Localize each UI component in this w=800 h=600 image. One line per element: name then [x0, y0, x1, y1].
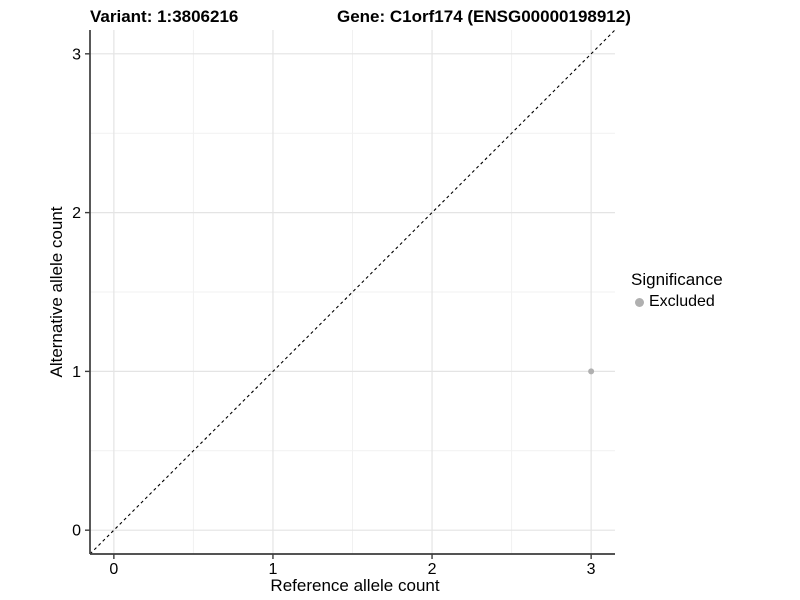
- x-axis-title: Reference allele count: [270, 576, 440, 595]
- legend-title: Significance: [631, 270, 723, 289]
- x-tick-label: 1: [269, 561, 278, 578]
- y-tick-label: 1: [72, 364, 81, 381]
- y-tick-label: 2: [72, 205, 81, 222]
- x-tick-label: 3: [587, 561, 596, 578]
- legend-entry-excluded: Excluded: [631, 293, 723, 311]
- identity-dashed-line: [89, 29, 616, 555]
- y-tick-label: 3: [72, 46, 81, 63]
- legend: Significance Excluded: [631, 270, 723, 311]
- x-tick-label: 2: [428, 561, 437, 578]
- y-tick-label: 0: [72, 523, 81, 540]
- y-axis-title: Alternative allele count: [47, 206, 66, 378]
- legend-entry-label: Excluded: [649, 293, 715, 310]
- variant-title: Variant: 1:3806216: [90, 7, 239, 26]
- x-tick-label: 0: [109, 561, 118, 578]
- data-point-excluded: [588, 368, 595, 375]
- excluded-point-icon: [635, 297, 644, 307]
- gene-title: Gene: C1orf174 (ENSG00000198912): [337, 7, 631, 26]
